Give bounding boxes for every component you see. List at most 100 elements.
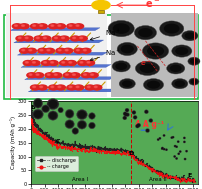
Ellipse shape — [73, 129, 78, 133]
Polygon shape — [21, 64, 111, 67]
Circle shape — [33, 25, 36, 26]
Ellipse shape — [78, 122, 85, 128]
Circle shape — [73, 37, 76, 39]
Text: Area I: Area I — [72, 177, 88, 182]
Polygon shape — [28, 89, 118, 92]
Ellipse shape — [172, 79, 188, 89]
Ellipse shape — [35, 100, 41, 107]
Circle shape — [16, 36, 26, 41]
Ellipse shape — [108, 20, 134, 37]
Ellipse shape — [190, 59, 198, 64]
Circle shape — [65, 74, 68, 75]
Circle shape — [60, 60, 69, 65]
Circle shape — [34, 36, 44, 41]
Circle shape — [56, 24, 65, 29]
Circle shape — [83, 49, 86, 51]
Circle shape — [58, 49, 61, 51]
Ellipse shape — [177, 141, 179, 143]
Text: C: C — [56, 139, 60, 143]
Ellipse shape — [137, 123, 141, 127]
Circle shape — [76, 49, 79, 51]
Ellipse shape — [186, 150, 187, 152]
Circle shape — [45, 48, 55, 53]
Circle shape — [47, 74, 50, 75]
Ellipse shape — [185, 150, 188, 152]
Text: Na$^+$: Na$^+$ — [90, 27, 121, 40]
Ellipse shape — [174, 155, 176, 158]
Ellipse shape — [178, 153, 180, 155]
Ellipse shape — [174, 145, 176, 147]
Ellipse shape — [123, 116, 126, 119]
Circle shape — [94, 86, 97, 88]
Ellipse shape — [163, 148, 165, 150]
Ellipse shape — [176, 146, 178, 148]
Ellipse shape — [42, 105, 50, 113]
Ellipse shape — [89, 113, 95, 119]
Circle shape — [88, 73, 98, 78]
Ellipse shape — [135, 124, 139, 128]
FancyBboxPatch shape — [4, 15, 198, 99]
FancyBboxPatch shape — [98, 10, 104, 13]
Circle shape — [25, 37, 28, 39]
Text: E: E — [188, 173, 192, 178]
Circle shape — [38, 24, 47, 29]
Ellipse shape — [149, 119, 153, 122]
Circle shape — [80, 37, 83, 39]
Circle shape — [31, 24, 40, 29]
Ellipse shape — [117, 42, 137, 56]
Circle shape — [29, 74, 32, 75]
Ellipse shape — [126, 113, 129, 116]
Circle shape — [23, 60, 33, 65]
Ellipse shape — [124, 112, 128, 116]
Ellipse shape — [115, 63, 127, 70]
Circle shape — [67, 24, 77, 29]
Circle shape — [54, 74, 57, 75]
Circle shape — [62, 37, 64, 39]
Circle shape — [84, 74, 86, 75]
Ellipse shape — [78, 111, 86, 118]
Circle shape — [56, 48, 66, 53]
Y-axis label: Capacity (mAh g⁻¹): Capacity (mAh g⁻¹) — [10, 116, 16, 169]
Ellipse shape — [143, 79, 164, 91]
Ellipse shape — [176, 158, 178, 159]
Ellipse shape — [189, 78, 199, 85]
Circle shape — [74, 24, 84, 29]
Ellipse shape — [178, 153, 180, 155]
Ellipse shape — [174, 145, 176, 147]
Circle shape — [73, 74, 75, 75]
Circle shape — [70, 36, 80, 41]
Ellipse shape — [179, 151, 181, 152]
Ellipse shape — [66, 111, 73, 117]
Ellipse shape — [159, 137, 161, 139]
Circle shape — [33, 86, 36, 88]
Circle shape — [15, 25, 17, 26]
Circle shape — [70, 73, 80, 78]
Ellipse shape — [77, 110, 87, 119]
Circle shape — [58, 86, 61, 88]
Ellipse shape — [165, 149, 168, 151]
Circle shape — [47, 49, 50, 51]
Circle shape — [69, 62, 72, 63]
Ellipse shape — [159, 137, 161, 139]
Circle shape — [23, 36, 33, 41]
Circle shape — [20, 48, 29, 53]
Circle shape — [51, 86, 54, 88]
Circle shape — [43, 37, 46, 39]
Circle shape — [55, 37, 57, 39]
Ellipse shape — [182, 31, 198, 41]
Circle shape — [63, 73, 73, 78]
Circle shape — [67, 60, 76, 65]
Circle shape — [49, 85, 58, 90]
Polygon shape — [17, 52, 107, 55]
Circle shape — [51, 62, 54, 63]
Ellipse shape — [163, 135, 165, 136]
Ellipse shape — [59, 108, 63, 112]
Circle shape — [58, 25, 61, 26]
Circle shape — [74, 85, 84, 90]
Circle shape — [22, 49, 25, 51]
Ellipse shape — [145, 129, 149, 132]
Circle shape — [80, 62, 83, 63]
Ellipse shape — [183, 141, 185, 143]
Circle shape — [63, 48, 73, 53]
Circle shape — [27, 73, 37, 78]
